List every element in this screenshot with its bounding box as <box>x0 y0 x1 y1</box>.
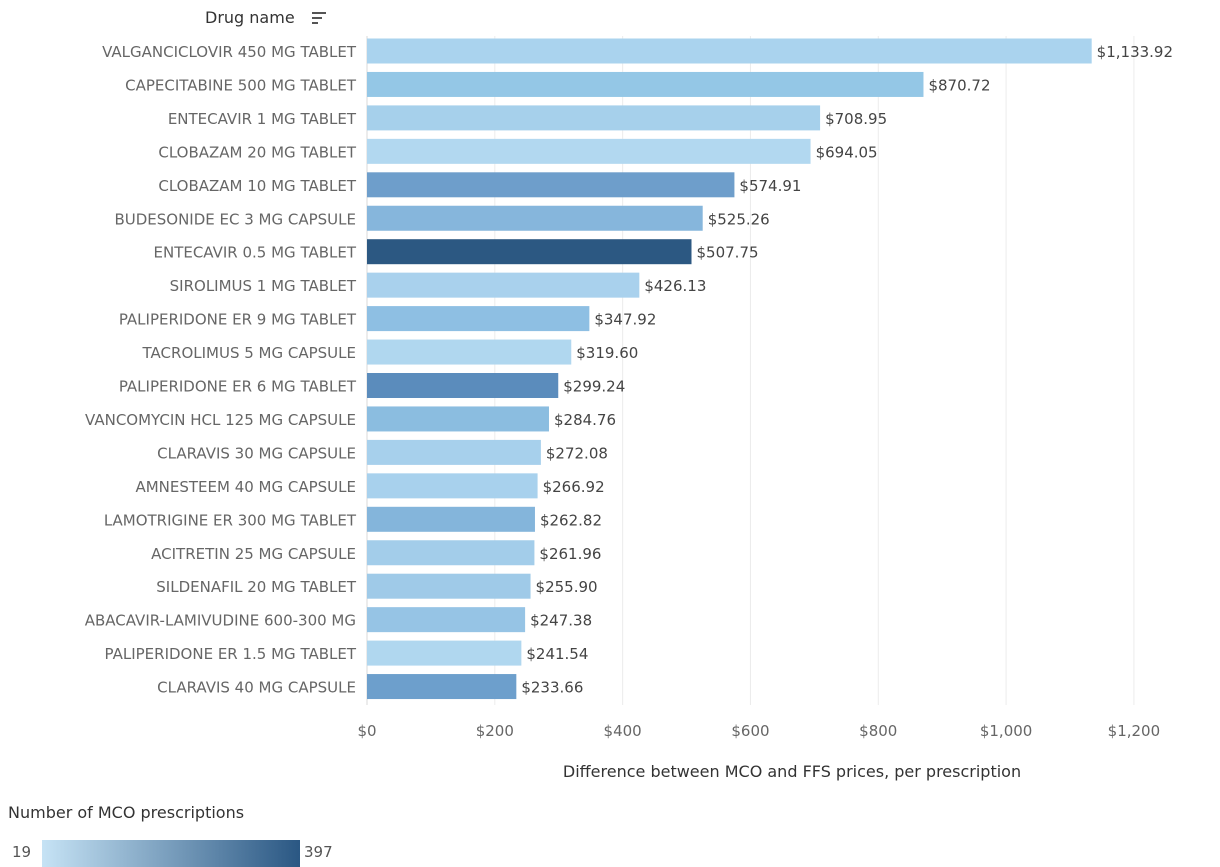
bar[interactable] <box>367 573 531 599</box>
value-label: $870.72 <box>928 76 990 94</box>
category-label: LAMOTRIGINE ER 300 MG TABLET <box>104 511 357 529</box>
category-label: ACITRETIN 25 MG CAPSULE <box>151 545 356 563</box>
value-label: $262.82 <box>540 511 602 529</box>
color-legend-gradient <box>42 840 300 867</box>
bar[interactable] <box>367 138 811 164</box>
category-label: ENTECAVIR 0.5 MG TABLET <box>154 244 357 262</box>
category-label: SIROLIMUS 1 MG TABLET <box>170 277 357 295</box>
value-label: $233.66 <box>521 679 583 697</box>
category-label: CAPECITABINE 500 MG TABLET <box>125 76 357 94</box>
x-axis-title: Difference between MCO and FFS prices, p… <box>562 762 1022 781</box>
value-label: $1,133.92 <box>1097 43 1173 61</box>
value-label: $299.24 <box>563 378 625 396</box>
bar[interactable] <box>367 239 692 265</box>
value-label: $574.91 <box>739 177 801 195</box>
x-tick-label: $0 <box>357 722 376 740</box>
category-labels: VALGANCICLOVIR 450 MG TABLET CAPECITABINE… <box>85 43 357 697</box>
category-label: TACROLIMUS 5 MG CAPSULE <box>142 344 356 362</box>
value-label: $426.13 <box>644 277 706 295</box>
category-label: ENTECAVIR 1 MG TABLET <box>168 110 357 128</box>
color-legend-max: 397 <box>304 843 333 861</box>
category-label: CLOBAZAM 20 MG TABLET <box>158 143 356 161</box>
category-label: CLARAVIS 40 MG CAPSULE <box>157 679 356 697</box>
bar[interactable] <box>367 540 535 566</box>
category-label: PALIPERIDONE ER 6 MG TABLET <box>119 378 357 396</box>
category-label: VALGANCICLOVIR 450 MG TABLET <box>102 43 357 61</box>
category-label: CLOBAZAM 10 MG TABLET <box>158 177 356 195</box>
value-label: $708.95 <box>825 110 887 128</box>
value-label: $266.92 <box>543 478 605 496</box>
x-tick-label: $1,200 <box>1108 722 1161 740</box>
bar[interactable] <box>367 71 924 97</box>
category-label: ABACAVIR-LAMIVUDINE 600-300 MG <box>85 612 356 630</box>
category-label: SILDENAFIL 20 MG TABLET <box>156 578 357 596</box>
bar[interactable] <box>367 38 1092 64</box>
value-label: $694.05 <box>816 143 878 161</box>
category-label: CLARAVIS 30 MG CAPSULE <box>157 444 356 462</box>
bar[interactable] <box>367 674 517 700</box>
x-tick-label: $800 <box>859 722 897 740</box>
category-label: PALIPERIDONE ER 1.5 MG TABLET <box>105 645 357 663</box>
bar[interactable] <box>367 473 538 499</box>
value-label: $347.92 <box>594 311 656 329</box>
value-labels: $1,133.92 $870.72 $708.95 $694.05 $574.91 $52… <box>521 43 1173 697</box>
color-legend-title: Number of MCO prescriptions <box>8 803 245 822</box>
category-label: BUDESONIDE EC 3 MG CAPSULE <box>114 210 356 228</box>
value-label: $255.90 <box>536 578 598 596</box>
value-label: $507.75 <box>697 244 759 262</box>
bar[interactable] <box>367 506 535 532</box>
bar[interactable] <box>367 306 590 332</box>
x-tick-label: $400 <box>604 722 642 740</box>
value-label: $319.60 <box>576 344 638 362</box>
category-label: VANCOMYCIN HCL 125 MG CAPSULE <box>85 411 356 429</box>
bar[interactable] <box>367 640 522 666</box>
bar[interactable] <box>367 205 703 231</box>
bar[interactable] <box>367 439 541 465</box>
drug-name-header[interactable]: Drug name <box>205 8 295 27</box>
bar[interactable] <box>367 607 526 633</box>
category-label: PALIPERIDONE ER 9 MG TABLET <box>119 311 357 329</box>
bar[interactable] <box>367 105 821 131</box>
x-tick-label: $200 <box>476 722 514 740</box>
color-legend-min: 19 <box>12 843 32 861</box>
value-label: $261.96 <box>539 545 601 563</box>
category-label: AMNESTEEM 40 MG CAPSULE <box>135 478 356 496</box>
bars-group <box>367 38 1092 700</box>
x-tick-label: $1,000 <box>980 722 1033 740</box>
bar[interactable] <box>367 406 549 432</box>
value-label: $247.38 <box>530 612 592 630</box>
grid-lines <box>366 36 1135 705</box>
value-label: $272.08 <box>546 444 608 462</box>
bar[interactable] <box>367 373 559 398</box>
value-label: $241.54 <box>526 645 588 663</box>
value-label: $284.76 <box>554 411 616 429</box>
x-axis-ticks: $0 $200 $400 $600 $800 $1,000 $1,200 <box>357 722 1160 740</box>
value-label: $525.26 <box>708 210 770 228</box>
sort-descending-icon[interactable] <box>312 12 326 24</box>
x-tick-label: $600 <box>731 722 769 740</box>
bar[interactable] <box>367 172 735 198</box>
bar[interactable] <box>367 272 640 298</box>
bar[interactable] <box>367 339 572 365</box>
